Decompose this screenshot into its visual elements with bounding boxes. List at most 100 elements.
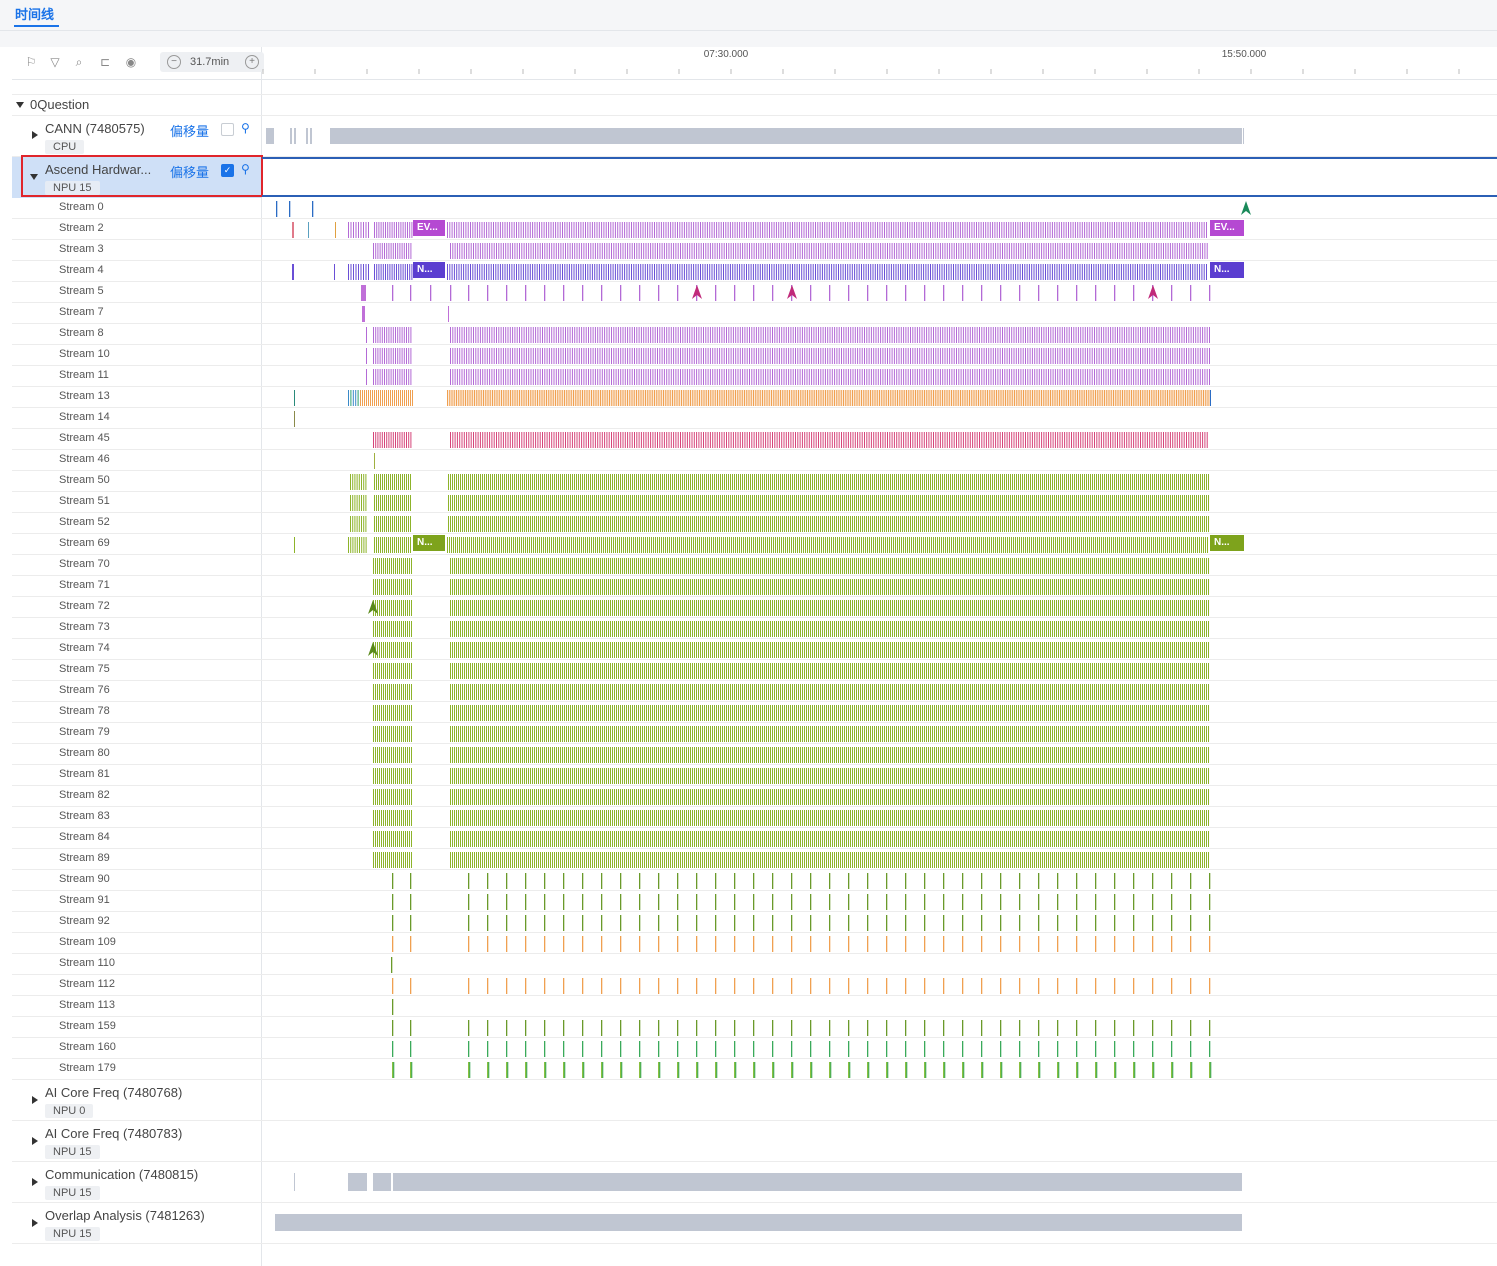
zoom-in-icon[interactable]: + bbox=[245, 55, 259, 69]
slice-stream bbox=[700, 474, 701, 490]
caret-right-icon[interactable] bbox=[32, 131, 38, 139]
slice-stream bbox=[810, 495, 811, 511]
slice-stream bbox=[900, 348, 902, 364]
slice-stream-13 bbox=[1165, 390, 1167, 406]
slice-stream-3 bbox=[1045, 243, 1047, 259]
row-divider bbox=[12, 260, 1497, 261]
slice-stream-3 bbox=[627, 243, 629, 259]
slice-stream-13 bbox=[1127, 390, 1129, 406]
link-icon[interactable]: ⊏ bbox=[99, 55, 111, 69]
slice-stream bbox=[992, 516, 993, 532]
slice-stream bbox=[783, 348, 785, 364]
slice-stream bbox=[491, 327, 493, 343]
slice-stream bbox=[994, 474, 995, 490]
slice-stream-3 bbox=[375, 243, 377, 259]
slice-stream-4 bbox=[1125, 264, 1127, 280]
slice-stream-3 bbox=[548, 243, 550, 259]
flag-icon[interactable]: ⚐ bbox=[25, 55, 37, 69]
slice-stream-13 bbox=[862, 390, 864, 406]
slice-stream-45 bbox=[519, 432, 520, 448]
slice-stream-2 bbox=[888, 222, 890, 238]
slice-stream bbox=[728, 369, 730, 385]
slice-stream bbox=[716, 369, 718, 385]
slice-stream bbox=[780, 495, 781, 511]
slice-stream-2 bbox=[541, 222, 543, 238]
slice-stream bbox=[841, 369, 842, 385]
slice-stream bbox=[841, 348, 842, 364]
slice-stream bbox=[988, 327, 990, 343]
slice-stream-45 bbox=[962, 432, 964, 448]
slice-stream bbox=[780, 516, 781, 532]
pin-icon[interactable]: ⚲ bbox=[241, 121, 250, 135]
slice-stream bbox=[882, 474, 883, 490]
slice-stream-13 bbox=[756, 390, 758, 406]
slice-stream-4 bbox=[743, 264, 745, 280]
slice-stream-13 bbox=[1017, 390, 1019, 406]
slice-stream bbox=[804, 474, 805, 490]
slice-stream-2 bbox=[808, 222, 810, 238]
slice-stream-13 bbox=[519, 390, 520, 406]
slice-stream bbox=[550, 474, 551, 490]
target-icon[interactable]: ◉ bbox=[125, 55, 137, 69]
slice-stream bbox=[458, 474, 459, 490]
slice-stream-13 bbox=[832, 390, 834, 406]
tab-timeline[interactable]: 时间线 bbox=[15, 7, 55, 22]
slice-stream-4 bbox=[1074, 264, 1076, 280]
slice-stream-45 bbox=[919, 432, 921, 448]
slice-stream-69 bbox=[495, 537, 496, 553]
slice-stream bbox=[1038, 348, 1040, 364]
slice-stream-13 bbox=[789, 390, 790, 406]
slice-stream bbox=[684, 348, 686, 364]
slice-stream-4 bbox=[1109, 264, 1111, 280]
filter-icon[interactable]: ▽ bbox=[50, 55, 60, 69]
slice-stream bbox=[880, 495, 881, 511]
slice-stream-45 bbox=[778, 432, 780, 448]
slice-stream-3 bbox=[847, 243, 849, 259]
slice-stream-2 bbox=[838, 222, 839, 238]
cann-checkbox[interactable] bbox=[221, 123, 234, 136]
slice-stream bbox=[1178, 516, 1179, 532]
slice-stream-45 bbox=[1075, 432, 1077, 448]
slice-stream-69 bbox=[735, 537, 736, 553]
slice-stream bbox=[716, 495, 717, 511]
slice-stream bbox=[968, 474, 969, 490]
slice-stream bbox=[935, 369, 937, 385]
search-icon[interactable]: ⌕ bbox=[75, 55, 83, 69]
slice-stream bbox=[806, 474, 807, 490]
stream-label: Stream 78 bbox=[59, 705, 110, 717]
slice-stream bbox=[999, 327, 1001, 343]
slice-stream bbox=[754, 516, 755, 532]
slice-stream-13 bbox=[798, 390, 799, 406]
slice-stream-13 bbox=[1033, 390, 1035, 406]
slice-stream-13 bbox=[580, 390, 582, 406]
slice-stream bbox=[698, 495, 699, 511]
zoom-out-icon[interactable]: − bbox=[167, 55, 181, 69]
slice-stream bbox=[536, 558, 537, 574]
slice-stream-45 bbox=[1006, 432, 1008, 448]
slice-stream-3 bbox=[1110, 243, 1112, 259]
slice-stream-4 bbox=[838, 264, 839, 280]
slice-stream bbox=[860, 516, 861, 532]
slice-stream bbox=[714, 348, 716, 364]
slice-stream bbox=[1138, 516, 1139, 532]
row-divider bbox=[12, 1016, 1497, 1017]
slice-stream-13 bbox=[502, 390, 504, 406]
slice-stream bbox=[576, 558, 577, 574]
slice-stream-4 bbox=[1166, 264, 1168, 280]
slice-stream bbox=[734, 516, 735, 532]
slice-stream-13 bbox=[408, 390, 409, 406]
slice-stream bbox=[720, 516, 721, 532]
slice-stream bbox=[933, 348, 934, 364]
slice-stream bbox=[926, 327, 928, 343]
slice-stream bbox=[870, 327, 872, 343]
slice-stream bbox=[572, 495, 573, 511]
slice-stream-3 bbox=[1025, 243, 1026, 259]
slice-stream bbox=[1200, 495, 1201, 511]
slice-stream bbox=[482, 348, 484, 364]
slice-stream bbox=[373, 348, 374, 364]
time-ruler[interactable]: 07:30.000 15:50.000 bbox=[262, 47, 1497, 80]
slice-stream bbox=[802, 495, 803, 511]
slice-stream bbox=[908, 474, 909, 490]
cann-offset-link[interactable]: 偏移量 bbox=[170, 124, 210, 139]
caret-down-icon[interactable] bbox=[16, 102, 24, 108]
